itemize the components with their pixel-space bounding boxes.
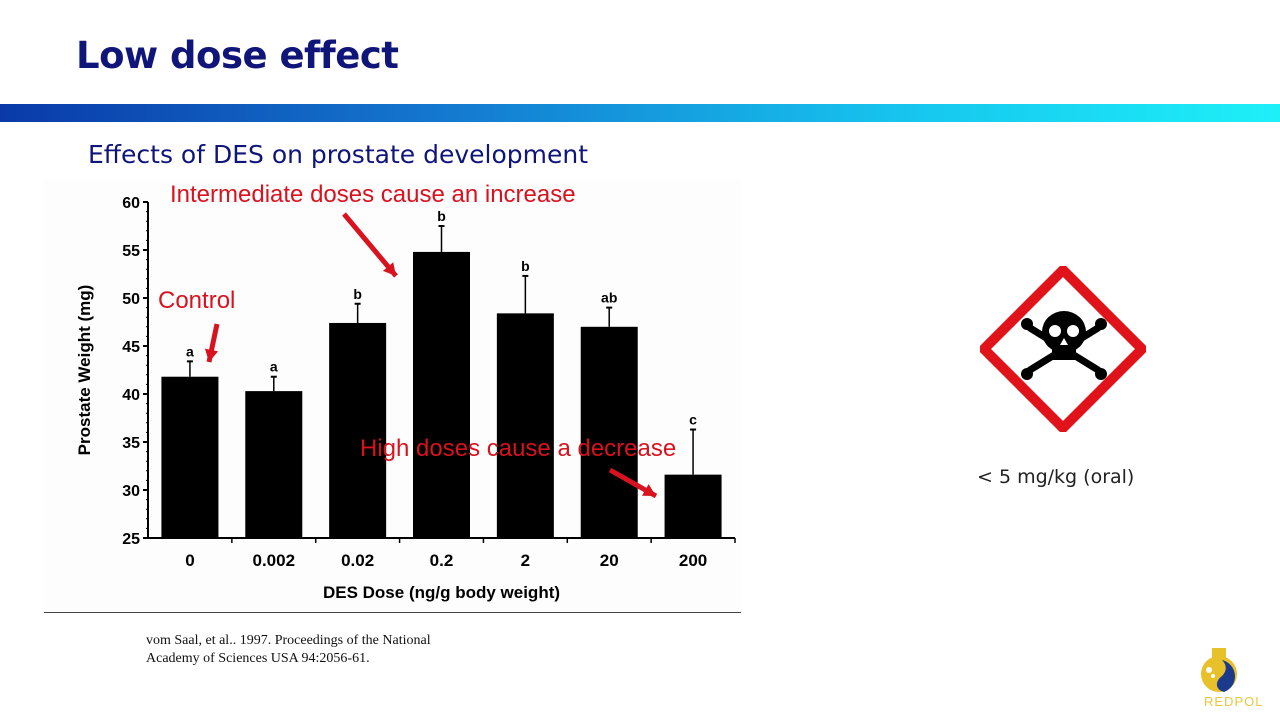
bar-20	[580, 326, 638, 538]
x-tick-label: 200	[679, 551, 707, 570]
skull-crossbones-icon	[980, 266, 1146, 432]
arrowhead	[642, 484, 656, 496]
bar-0.02	[329, 322, 387, 538]
bar-chart: 25 30 35 40 45 50 55 60 a 0 a 0.002 b 0.02 b 0.2 b 2 ab 20 c…	[44, 180, 741, 613]
citation-line-2: Academy of Sciences USA 94:2056-61.	[146, 651, 370, 666]
x-tick-label: 0	[185, 551, 194, 570]
y-axis-label: Prostate Weight (mg)	[75, 285, 94, 456]
x-axis-label: DES Dose (ng/g body weight)	[323, 583, 560, 602]
group-label: a	[270, 359, 278, 375]
annotation: Intermediate doses cause an increase	[170, 181, 576, 208]
redpol-logo	[1201, 648, 1237, 692]
group-label: a	[186, 343, 194, 359]
bar-0.002	[245, 391, 303, 538]
group-label: c	[689, 412, 697, 428]
y-tick-label: 50	[122, 291, 140, 308]
annotation-arrow	[342, 212, 398, 278]
group-label: ab	[601, 290, 617, 306]
dose-label: < 5 mg/kg (oral)	[977, 466, 1135, 488]
x-tick-label: 0.2	[430, 551, 454, 570]
annotation: Control	[158, 287, 235, 314]
header-band	[0, 104, 1280, 122]
group-label: b	[521, 258, 530, 274]
y-tick-label: 35	[122, 435, 140, 452]
arrowhead	[204, 348, 219, 362]
y-tick-label: 40	[122, 387, 140, 404]
y-tick-label: 60	[122, 195, 140, 212]
x-tick-label: 0.002	[253, 551, 296, 570]
x-tick-label: 0.02	[341, 551, 374, 570]
y-tick-label: 55	[122, 243, 140, 260]
y-tick-label: 45	[122, 339, 140, 356]
x-tick-label: 20	[600, 551, 619, 570]
citation-line-1: vom Saal, et al.. 1997. Proceedings of t…	[146, 633, 431, 648]
annotation: High doses cause a decrease	[360, 435, 676, 462]
group-label: b	[353, 286, 362, 302]
y-tick-label: 25	[122, 531, 140, 548]
group-label: b	[437, 208, 446, 224]
x-tick-label: 2	[521, 551, 530, 570]
bar-0	[161, 376, 219, 538]
slide-subtitle: Effects of DES on prostate development	[88, 140, 588, 169]
citation: vom Saal, et al.. 1997. Proceedings of t…	[146, 632, 431, 668]
bar-200	[664, 474, 722, 538]
y-tick-label: 30	[122, 483, 140, 500]
slide-title: Low dose effect	[76, 34, 399, 77]
bar-2	[496, 313, 554, 538]
bar-0.2	[413, 251, 470, 539]
arrowhead	[382, 262, 396, 276]
logo-text: REDPOL	[1204, 694, 1264, 709]
